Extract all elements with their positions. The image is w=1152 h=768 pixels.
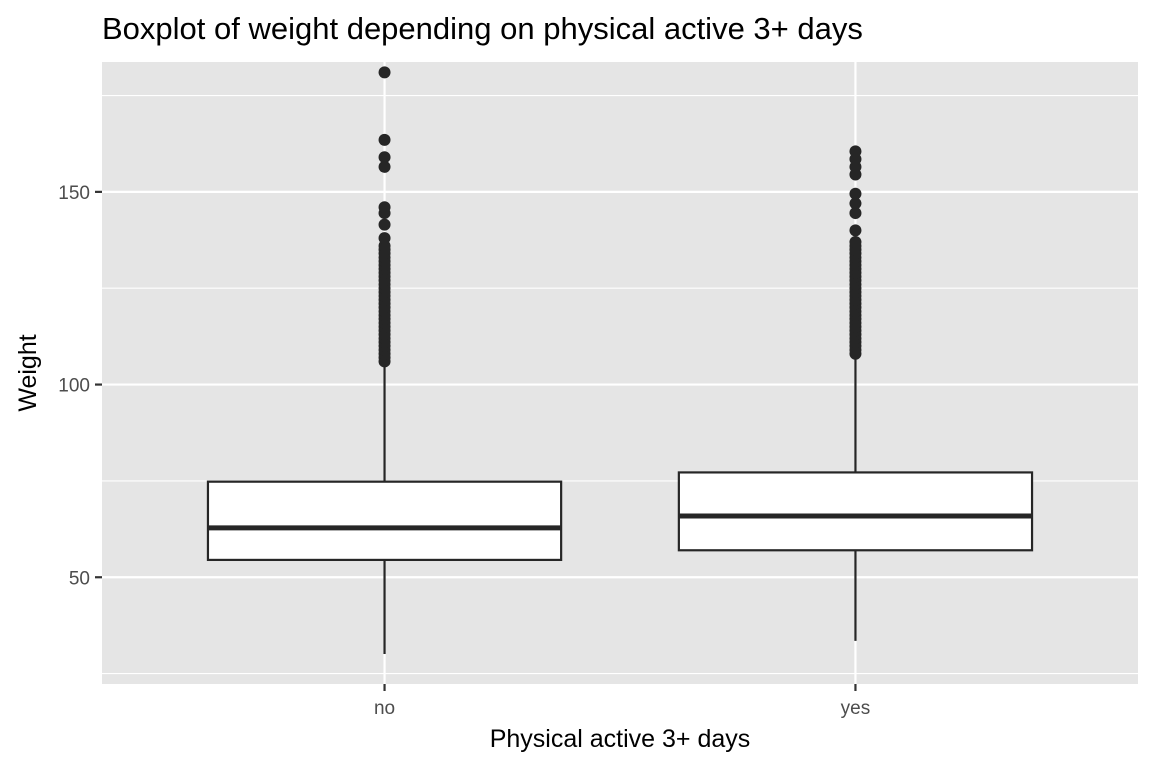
chart-title: Boxplot of weight depending on physical … — [102, 11, 863, 46]
y-axis: 50 100 150 — [58, 183, 102, 589]
x-tick-label: yes — [841, 698, 871, 719]
y-axis-title: Weight — [14, 334, 42, 411]
box-yes — [677, 145, 1034, 641]
outlier-point — [378, 232, 391, 245]
box-no — [206, 66, 563, 654]
outlier-point — [849, 224, 862, 237]
x-tick-label: no — [374, 698, 395, 719]
box-iqr — [206, 480, 563, 562]
outlier-point — [378, 133, 391, 146]
plot-panel — [102, 62, 1138, 684]
boxes — [206, 66, 1034, 654]
outlier-point — [849, 235, 862, 248]
outlier-point — [849, 187, 862, 200]
y-tick-label: 50 — [69, 568, 90, 589]
x-axis-title: Physical active 3+ days — [490, 725, 751, 753]
outlier-point — [378, 201, 391, 214]
outlier-point — [378, 66, 391, 79]
outlier-point — [378, 160, 391, 173]
x-axis: no yes — [374, 684, 870, 719]
outlier-point — [378, 151, 391, 164]
y-tick-label: 100 — [58, 376, 90, 397]
outlier-point — [378, 218, 391, 231]
box-iqr — [677, 471, 1034, 552]
outlier-point — [849, 207, 862, 220]
outlier-point — [849, 197, 862, 210]
outlier-point — [849, 145, 862, 158]
y-tick-label: 150 — [58, 183, 90, 204]
